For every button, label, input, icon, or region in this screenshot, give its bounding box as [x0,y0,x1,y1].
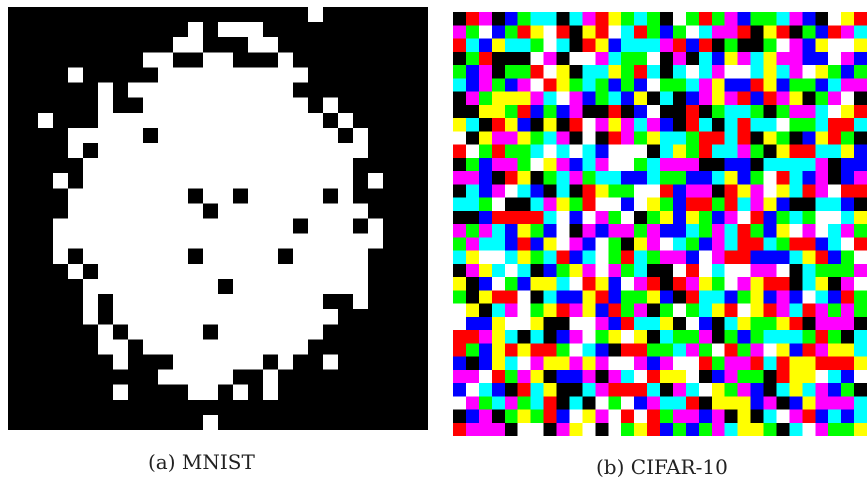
mnist-pixel-grid [38,7,383,430]
cifar10-adversarial-image [453,12,867,436]
cifar10-pixel-grid [453,12,867,436]
caption-cifar10: (b) CIFAR-10 [596,455,728,479]
mnist-adversarial-image [8,7,428,430]
caption-mnist: (a) MNIST [148,450,255,474]
